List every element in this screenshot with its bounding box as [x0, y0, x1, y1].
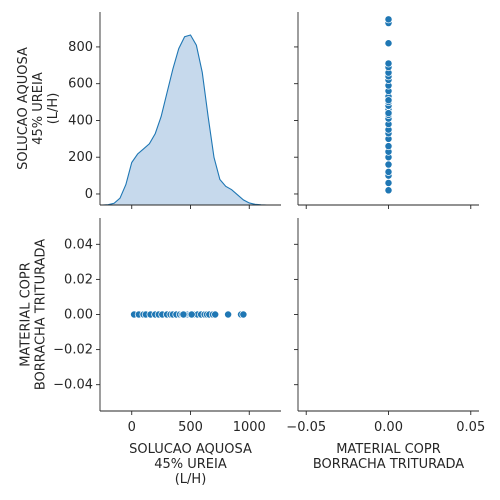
scatter-point — [384, 15, 393, 24]
scatter-point — [384, 59, 393, 68]
y-tick-label: 0.02 — [64, 272, 93, 287]
panel-kde — [102, 34, 279, 206]
x-tick-label: 0.05 — [456, 420, 485, 435]
scatter-point — [384, 109, 393, 118]
panel-scatter-top-right — [384, 15, 393, 195]
x-tick-label: 0 — [128, 420, 136, 435]
axis-label-line: BORRACHA TRITURADA — [34, 239, 49, 390]
axis-label-line: 45% UREIA — [31, 72, 46, 145]
kde-line — [102, 34, 279, 206]
scatter-point — [384, 160, 393, 169]
x-axis-label-col0: 45% UREIA — [154, 457, 227, 472]
scatter-point — [384, 186, 393, 195]
axis-label-line: MATERIAL COPR — [19, 262, 34, 367]
x-tick-label: 500 — [178, 420, 203, 435]
scatter-point — [384, 142, 393, 151]
y-tick-label: 0 — [85, 187, 93, 202]
axis-label-line: (L/H) — [46, 93, 61, 125]
y-axis-label-row0: SOLUCAO AQUOSA 45% UREIA (L/H) — [16, 47, 61, 170]
scatter-point — [179, 310, 188, 319]
scatter-point — [224, 310, 233, 319]
x-tick-label: −0.05 — [286, 420, 326, 435]
y-axis-label-row1: MATERIAL COPR BORRACHA TRITURADA — [19, 239, 49, 390]
y-tick-label: 400 — [68, 113, 93, 128]
x-tick-label: 0.00 — [374, 420, 403, 435]
x-axis-label-col1: MATERIAL COPR — [336, 442, 441, 457]
scatter-point — [187, 310, 196, 319]
y-tick-label: 600 — [68, 77, 93, 92]
y-tick-label: −0.04 — [53, 378, 93, 393]
y-tick-label: 0.04 — [64, 237, 93, 252]
scatter-point — [239, 310, 248, 319]
x-axis-label-col0: (L/H) — [175, 472, 207, 487]
y-tick-label: −0.02 — [53, 343, 93, 358]
y-tick-label: 800 — [68, 40, 93, 55]
scatter-point — [211, 310, 220, 319]
kde-area — [102, 35, 279, 205]
scatter-point — [384, 96, 393, 105]
scatter-point — [384, 178, 393, 187]
y-tick-label: 200 — [68, 150, 93, 165]
panel-scatter-bottom-left — [130, 310, 248, 319]
scatter-point — [384, 39, 393, 48]
x-axis-label-col0: SOLUCAO AQUOSA — [129, 442, 252, 457]
x-tick-label: 1000 — [233, 420, 266, 435]
axis-label-line: SOLUCAO AQUOSA — [16, 47, 31, 170]
scatter-point — [384, 167, 393, 176]
y-tick-label: 0.00 — [64, 308, 93, 323]
x-axis-label-col1: BORRACHA TRITURADA — [313, 457, 464, 472]
